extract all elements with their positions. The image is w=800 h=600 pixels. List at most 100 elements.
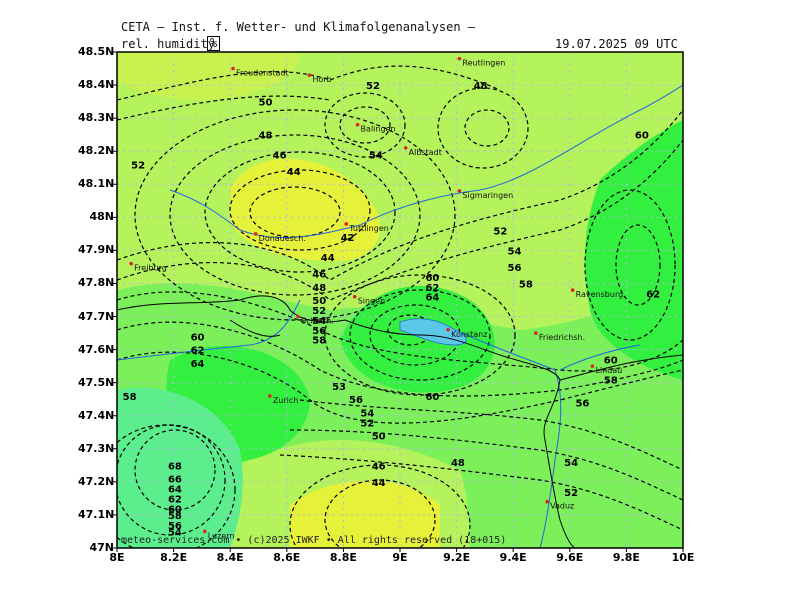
city-label: Freudenstadt bbox=[236, 69, 289, 78]
city-marker bbox=[458, 57, 462, 61]
contour-label: 54 bbox=[508, 246, 522, 257]
city-marker bbox=[591, 364, 595, 368]
contour-label: 50 bbox=[259, 98, 273, 109]
contour-label: 44 bbox=[372, 478, 386, 489]
city-label: Reutlingen bbox=[462, 59, 505, 68]
city-label: Singen bbox=[358, 297, 385, 306]
city-marker bbox=[308, 73, 312, 77]
city-marker bbox=[296, 315, 300, 319]
y-tick-label: 47.1N bbox=[78, 508, 114, 521]
y-tick-label: 48.5N bbox=[78, 45, 114, 58]
x-tick-label: 8.6E bbox=[267, 551, 307, 564]
city-label: Albstadt bbox=[409, 148, 442, 157]
contour-label: 54 bbox=[564, 458, 578, 469]
x-tick-label: 9.8E bbox=[606, 551, 646, 564]
city-marker bbox=[534, 331, 538, 335]
city-marker bbox=[356, 123, 360, 127]
city-label: Horb bbox=[312, 75, 331, 84]
y-tick-label: 47.3N bbox=[78, 442, 114, 455]
contour-label: 60 bbox=[635, 131, 649, 142]
city-label: Ravensburg bbox=[576, 290, 624, 299]
city-marker bbox=[254, 232, 258, 236]
contour-label: 48 bbox=[451, 458, 465, 469]
y-tick-label: 47.2N bbox=[78, 475, 114, 488]
city-label: Lindau bbox=[595, 366, 622, 375]
contour-label: 53 bbox=[332, 382, 346, 393]
x-tick-label: 8.8E bbox=[323, 551, 363, 564]
city-marker bbox=[404, 146, 408, 150]
city-marker bbox=[571, 288, 575, 292]
contour-label: 56 bbox=[575, 399, 589, 410]
contour-label: 46 bbox=[273, 151, 287, 162]
city-marker bbox=[268, 394, 272, 398]
contour-label: 58 bbox=[519, 279, 533, 290]
contour-label: 56 bbox=[508, 263, 522, 274]
city-label: Balingen bbox=[361, 125, 396, 134]
y-tick-label: 48.1N bbox=[78, 177, 114, 190]
x-tick-label: 9.2E bbox=[437, 551, 477, 564]
contour-label: 48 bbox=[474, 81, 488, 92]
contour-label: 60 bbox=[191, 332, 205, 343]
contour-label: 46 bbox=[312, 270, 326, 281]
y-tick-label: 47.6N bbox=[78, 343, 114, 356]
contour-label: 60 bbox=[604, 356, 618, 367]
contour-label: 50 bbox=[372, 432, 386, 443]
contour-label: 62 bbox=[646, 289, 660, 300]
y-tick-label: 48N bbox=[78, 210, 114, 223]
contour-label: 42 bbox=[341, 233, 355, 244]
copyright-note: meteo-services.com • (c)2025 IWKF • All … bbox=[121, 535, 506, 546]
contour-label: 64 bbox=[425, 293, 439, 304]
city-marker bbox=[231, 67, 235, 71]
contour-label: 58 bbox=[123, 392, 137, 403]
city-marker bbox=[458, 189, 462, 193]
contour-label: 44 bbox=[321, 253, 335, 264]
y-tick-label: 48.2N bbox=[78, 144, 114, 157]
x-tick-label: 9.4E bbox=[493, 551, 533, 564]
city-marker bbox=[353, 295, 357, 299]
contour-label: 54 bbox=[369, 151, 383, 162]
city-label: Zurich bbox=[273, 396, 299, 405]
contour-label: 56 bbox=[349, 395, 363, 406]
city-label: Friedrichsh. bbox=[539, 333, 585, 342]
contour-label: 48 bbox=[259, 131, 273, 142]
city-marker bbox=[203, 530, 207, 534]
y-tick-label: 48.3N bbox=[78, 111, 114, 124]
contour-label: 52 bbox=[360, 418, 374, 429]
city-marker bbox=[344, 222, 348, 226]
contour-label: 52 bbox=[493, 227, 507, 238]
city-label: Donauesch. bbox=[259, 234, 306, 243]
y-tick-label: 47.7N bbox=[78, 310, 114, 323]
contour-label: 52 bbox=[131, 160, 145, 171]
y-tick-label: 47.8N bbox=[78, 276, 114, 289]
contour-label: 52 bbox=[366, 81, 380, 92]
city-marker bbox=[446, 328, 450, 332]
city-label: Vaduz bbox=[550, 502, 574, 511]
city-marker bbox=[545, 500, 549, 504]
contour-label: 68 bbox=[168, 461, 182, 472]
contour-label: 64 bbox=[191, 359, 205, 370]
contour-label: 52 bbox=[564, 488, 578, 499]
field-southeast bbox=[477, 387, 683, 548]
city-label: Sigmaringen bbox=[462, 191, 513, 200]
y-tick-label: 48.4N bbox=[78, 78, 114, 91]
contour-label: 58 bbox=[312, 336, 326, 347]
x-tick-label: 8.2E bbox=[154, 551, 194, 564]
contour-label: 58 bbox=[604, 375, 618, 386]
y-tick-label: 47.9N bbox=[78, 243, 114, 256]
contour-label: 48 bbox=[312, 283, 326, 294]
x-tick-label: 8E bbox=[97, 551, 137, 564]
contour-label: 44 bbox=[287, 167, 301, 178]
contour-label: 60 bbox=[425, 392, 439, 403]
city-marker bbox=[129, 262, 133, 266]
city-label: Konstanz bbox=[451, 330, 487, 339]
contour-label: 62 bbox=[191, 346, 205, 357]
contour-label: 46 bbox=[372, 461, 386, 472]
x-tick-label: 8.4E bbox=[210, 551, 250, 564]
x-tick-label: 10E bbox=[663, 551, 703, 564]
city-label: Freiburg bbox=[134, 264, 167, 273]
x-tick-label: 9.6E bbox=[550, 551, 590, 564]
x-tick-label: 9E bbox=[380, 551, 420, 564]
y-tick-label: 47.4N bbox=[78, 409, 114, 422]
y-tick-label: 47.5N bbox=[78, 376, 114, 389]
